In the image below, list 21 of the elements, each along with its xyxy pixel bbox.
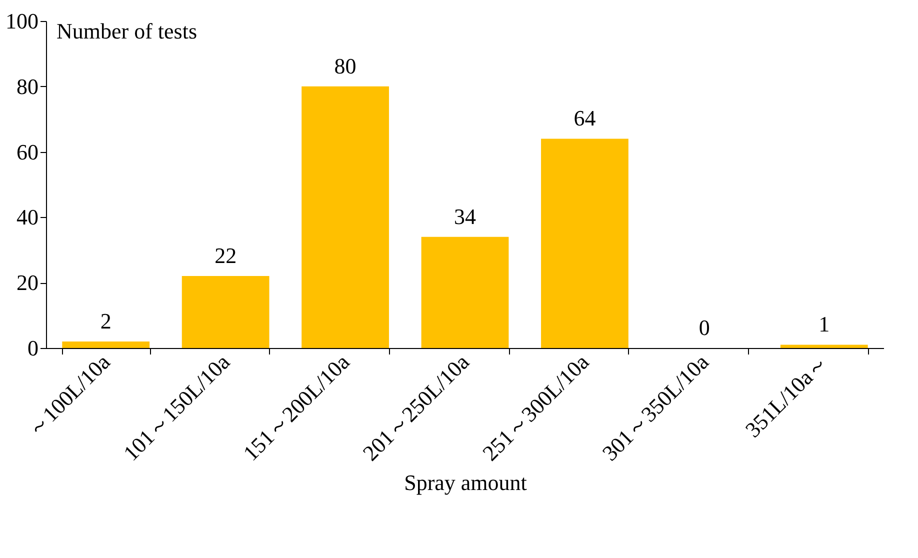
bar xyxy=(780,344,868,348)
bar xyxy=(62,341,150,348)
data-label: 22 xyxy=(214,243,237,268)
y-tick-label: 40 xyxy=(16,204,38,230)
bar xyxy=(541,138,628,348)
y-tick-label: 60 xyxy=(16,139,38,164)
data-label: 34 xyxy=(454,204,476,229)
y-tick-label: 100 xyxy=(6,8,38,34)
data-label: 1 xyxy=(818,312,830,337)
x-axis-title: Spray amount xyxy=(404,470,527,495)
bar xyxy=(421,236,509,348)
y-tick-label: 20 xyxy=(16,270,38,296)
bar xyxy=(302,86,389,348)
data-label: 2 xyxy=(100,308,112,334)
data-label: 64 xyxy=(574,106,596,131)
data-label: 0 xyxy=(698,315,710,340)
y-tick-label: 80 xyxy=(16,74,38,99)
y-axis-title: Number of tests xyxy=(56,18,198,44)
y-tick-label: 0 xyxy=(28,336,38,360)
data-label: 80 xyxy=(334,53,356,78)
bar xyxy=(182,276,270,348)
